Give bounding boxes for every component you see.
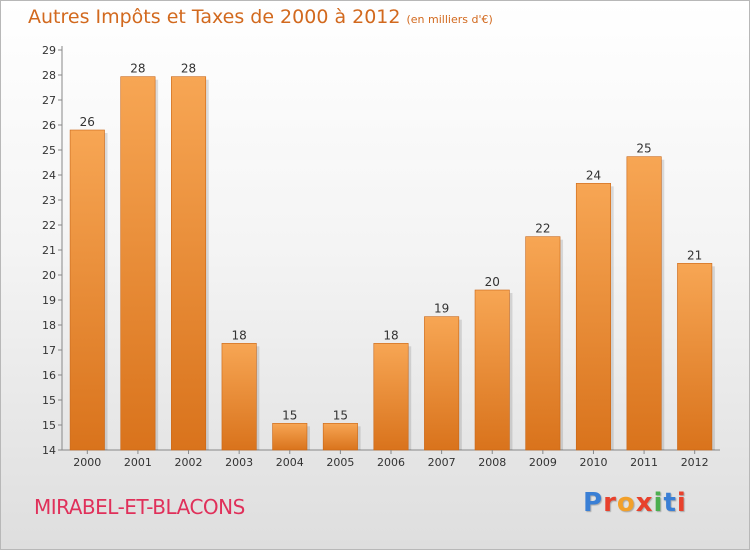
- bar: [171, 76, 207, 451]
- logo-letter: x: [635, 488, 654, 518]
- y-tick-label: 15: [42, 394, 56, 407]
- bar: [272, 423, 308, 451]
- y-tick-label: 20: [42, 269, 56, 282]
- y-tick-label: 23: [42, 194, 56, 207]
- y-tick-label: 15: [42, 419, 56, 432]
- bar: [322, 423, 358, 451]
- logo-letter: t: [663, 488, 677, 518]
- x-tick-label: 2007: [428, 456, 456, 469]
- chart-title: Autres Impôts et Taxes de 2000 à 2012 (en…: [28, 6, 493, 28]
- data-label: 28: [130, 62, 145, 76]
- x-tick-label: 2004: [276, 456, 304, 469]
- data-label: 18: [383, 328, 398, 342]
- y-tick-label: 22: [42, 219, 56, 232]
- y-tick-label: 18: [42, 319, 56, 332]
- data-label: 24: [586, 168, 601, 182]
- bar: [120, 76, 156, 451]
- x-tick-label: 2003: [225, 456, 253, 469]
- y-tick-label: 27: [42, 94, 56, 107]
- data-label: 18: [232, 328, 247, 342]
- proxiti-logo[interactable]: Proxiti: [583, 488, 687, 518]
- data-label: 19: [434, 302, 449, 316]
- y-tick-label: 26: [42, 119, 56, 132]
- data-label: 22: [535, 222, 550, 236]
- y-tick-label: 25: [42, 144, 56, 157]
- bar: [677, 263, 713, 451]
- x-tick-label: 2008: [478, 456, 506, 469]
- logo-letter: r: [603, 488, 617, 518]
- logo-letter: P: [583, 488, 604, 518]
- x-tick-label: 2001: [124, 456, 152, 469]
- x-tick-label: 2005: [326, 456, 354, 469]
- y-tick-label: 14: [42, 444, 56, 457]
- x-tick-label: 2009: [529, 456, 557, 469]
- x-tick-label: 2011: [630, 456, 658, 469]
- logo-letter: i: [653, 488, 664, 518]
- y-tick-label: 17: [42, 344, 56, 357]
- data-label: 25: [636, 142, 651, 156]
- data-label: 15: [282, 408, 297, 422]
- x-tick-label: 2000: [73, 456, 101, 469]
- data-label: 26: [80, 115, 95, 129]
- data-label: 20: [485, 275, 500, 289]
- x-tick-label: 2012: [681, 456, 709, 469]
- x-tick-label: 2002: [175, 456, 203, 469]
- bar: [221, 343, 257, 451]
- bar: [474, 289, 510, 451]
- y-tick-label: 21: [42, 244, 56, 257]
- data-label: 28: [181, 62, 196, 76]
- data-label: 21: [687, 248, 702, 262]
- bar: [69, 129, 105, 451]
- x-tick-label: 2006: [377, 456, 405, 469]
- y-tick-label: 16: [42, 369, 56, 382]
- y-tick-label: 24: [42, 169, 56, 182]
- y-tick-label: 29: [42, 44, 56, 57]
- chart-bars: 26 2000 28 2001 28 2002 18 2003 15 2004 15 2005 18 20…: [69, 62, 715, 469]
- logo-letter: o: [616, 488, 636, 518]
- bar: [424, 316, 460, 451]
- data-label: 15: [333, 408, 348, 422]
- commune-name: MIRABEL-ET-BLACONS: [34, 495, 245, 519]
- y-tick-label: 28: [42, 69, 56, 82]
- bar: [525, 236, 561, 451]
- logo-letter: i: [676, 488, 687, 518]
- chart-axes: 14 15 15 16 17 18 19 20 21 22 23 24 25 26 27 28 29: [42, 44, 720, 457]
- bar: [373, 343, 409, 451]
- chart-title-text: Autres Impôts et Taxes de 2000 à 2012: [28, 6, 401, 28]
- bar: [575, 183, 611, 451]
- x-tick-label: 2010: [579, 456, 607, 469]
- bar: [626, 156, 662, 451]
- y-tick-label: 19: [42, 294, 56, 307]
- chart-unit: (en milliers d'€): [406, 13, 493, 26]
